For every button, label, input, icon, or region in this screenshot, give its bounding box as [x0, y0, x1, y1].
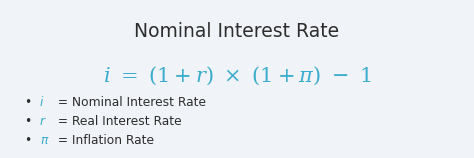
Text: = Inflation Rate: = Inflation Rate [54, 134, 154, 147]
Text: •: • [24, 134, 32, 147]
Text: r: r [40, 115, 45, 128]
Text: π: π [40, 134, 47, 147]
Text: •: • [24, 115, 32, 128]
Text: i: i [40, 96, 44, 109]
Text: •: • [24, 96, 32, 109]
Text: = Nominal Interest Rate: = Nominal Interest Rate [54, 96, 206, 109]
Text: Nominal Interest Rate: Nominal Interest Rate [135, 22, 339, 41]
Text: = Real Interest Rate: = Real Interest Rate [54, 115, 182, 128]
Text: $i\ =\ (1 + r)\ \times\ (1 + \pi)\ -\ 1$: $i\ =\ (1 + r)\ \times\ (1 + \pi)\ -\ 1$ [103, 65, 371, 87]
